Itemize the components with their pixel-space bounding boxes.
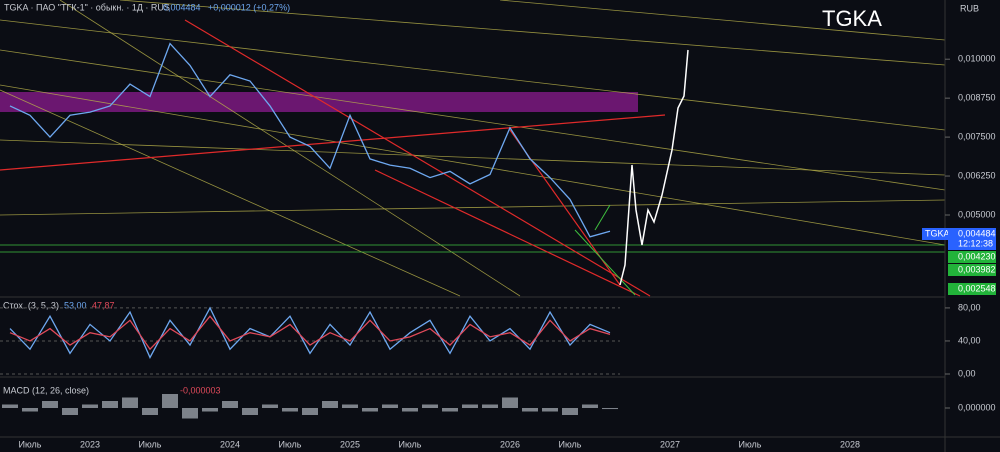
- x-tick-label: Июль: [19, 439, 42, 449]
- histogram-bar: [562, 408, 578, 415]
- histogram-bar: [182, 408, 198, 419]
- histogram-bar: [202, 408, 218, 412]
- x-tick-label: 2027: [660, 439, 680, 449]
- tag-box: [948, 283, 996, 295]
- trend-line: [0, 19, 946, 131]
- last-price: 0,004484: [163, 2, 201, 12]
- y-tick-label: 0,008750: [958, 93, 996, 103]
- symbol: TGKA · ПАО "ТГК-1" · обыкн. · 1Д · RUS: [4, 2, 170, 12]
- tag-box: [948, 228, 996, 250]
- histogram-bar: [302, 408, 318, 415]
- trend-line: [374, 169, 641, 297]
- histogram-bar: [542, 408, 558, 412]
- x-tick-label: Июль: [279, 439, 302, 449]
- tag-box: [948, 264, 996, 276]
- y-tick-label: 40,00: [958, 335, 981, 345]
- tag-box: [922, 228, 948, 240]
- histogram-bar: [162, 394, 178, 408]
- tag-last: 0,004484: [958, 228, 996, 238]
- x-tick-label: 2023: [80, 439, 100, 449]
- drawing: [619, 49, 689, 286]
- histogram-bar: [62, 408, 78, 415]
- histogram-bar: [382, 404, 398, 408]
- y-tick-label: 0,005000: [958, 209, 996, 219]
- stoch-title: Стох. (3, 5, 3): [3, 300, 59, 310]
- trend-line: [0, 89, 461, 297]
- histogram-bar: [342, 404, 358, 408]
- tag-timer: 12:12:38: [958, 238, 993, 248]
- histogram-bar: [282, 408, 298, 412]
- macd-value: -0,000003: [180, 385, 221, 395]
- histogram-bar: [242, 408, 258, 415]
- change: +0,000012 (+0,27%): [208, 2, 290, 12]
- trend-line: [59, 0, 521, 297]
- trend-line: [119, 0, 946, 66]
- trend-line: [184, 19, 651, 297]
- histogram-bar: [2, 404, 18, 408]
- macd-title: MACD (12, 26, close): [3, 385, 89, 395]
- y-tick-label: 0,000000: [958, 402, 996, 412]
- histogram-bar: [262, 404, 278, 408]
- trend-line: [499, 0, 946, 41]
- trend-line: [594, 204, 611, 231]
- price-line: [9, 306, 611, 359]
- currency: RUB: [960, 3, 979, 13]
- histogram-bar: [422, 404, 438, 408]
- y-tick-label: 80,00: [958, 302, 981, 312]
- trend-line: [0, 114, 666, 171]
- price-line: [9, 315, 611, 351]
- x-tick-label: Июль: [559, 439, 582, 449]
- histogram-bar: [402, 408, 418, 412]
- tag-symbol: TGKA: [925, 228, 950, 238]
- histogram-bar: [602, 408, 618, 410]
- tag-box: [948, 251, 996, 263]
- histogram-bar: [82, 404, 98, 408]
- trend-line: [0, 199, 946, 216]
- y-tick-label: 0,006250: [958, 170, 996, 180]
- histogram-bar: [462, 404, 478, 408]
- price-line: [9, 42, 611, 238]
- trend-line: [0, 49, 946, 191]
- stoch-value: 47,87: [92, 300, 115, 310]
- watermark: TGKA: [822, 6, 882, 31]
- tag-level: 0,002548: [958, 283, 996, 293]
- x-tick-label: Июль: [139, 439, 162, 449]
- x-tick-label: 2025: [340, 439, 360, 449]
- histogram-bar: [322, 401, 338, 408]
- tag-level: 0,004230: [958, 251, 996, 261]
- y-tick-label: 0,010000: [958, 54, 996, 64]
- trend-line: [574, 229, 636, 296]
- histogram-bar: [102, 401, 118, 408]
- y-tick-label: 0,00: [958, 368, 976, 378]
- histogram-bar: [122, 397, 138, 408]
- tag-level: 0,003982: [958, 264, 996, 274]
- x-tick-label: Июль: [399, 439, 422, 449]
- trend-line: [0, 139, 946, 176]
- x-tick-label: 2024: [220, 439, 240, 449]
- histogram-bar: [222, 401, 238, 408]
- y-tick-label: 0,007500: [958, 131, 996, 141]
- trend-line: [0, 84, 946, 246]
- histogram-bar: [42, 401, 58, 408]
- histogram-bar: [582, 404, 598, 408]
- histogram-bar: [442, 408, 458, 412]
- histogram-bar: [362, 408, 378, 412]
- histogram-bar: [522, 408, 538, 412]
- trend-lines: [0, 0, 946, 297]
- histogram-bar: [22, 408, 38, 412]
- histogram-bar: [142, 408, 158, 415]
- histogram-bar: [482, 404, 498, 408]
- histogram-bar: [502, 397, 518, 408]
- x-tick-label: Июль: [739, 439, 762, 449]
- x-tick-label: 2028: [840, 439, 860, 449]
- stoch-value: 53,00: [64, 300, 87, 310]
- zone: [0, 92, 638, 112]
- x-tick-label: 2026: [500, 439, 520, 449]
